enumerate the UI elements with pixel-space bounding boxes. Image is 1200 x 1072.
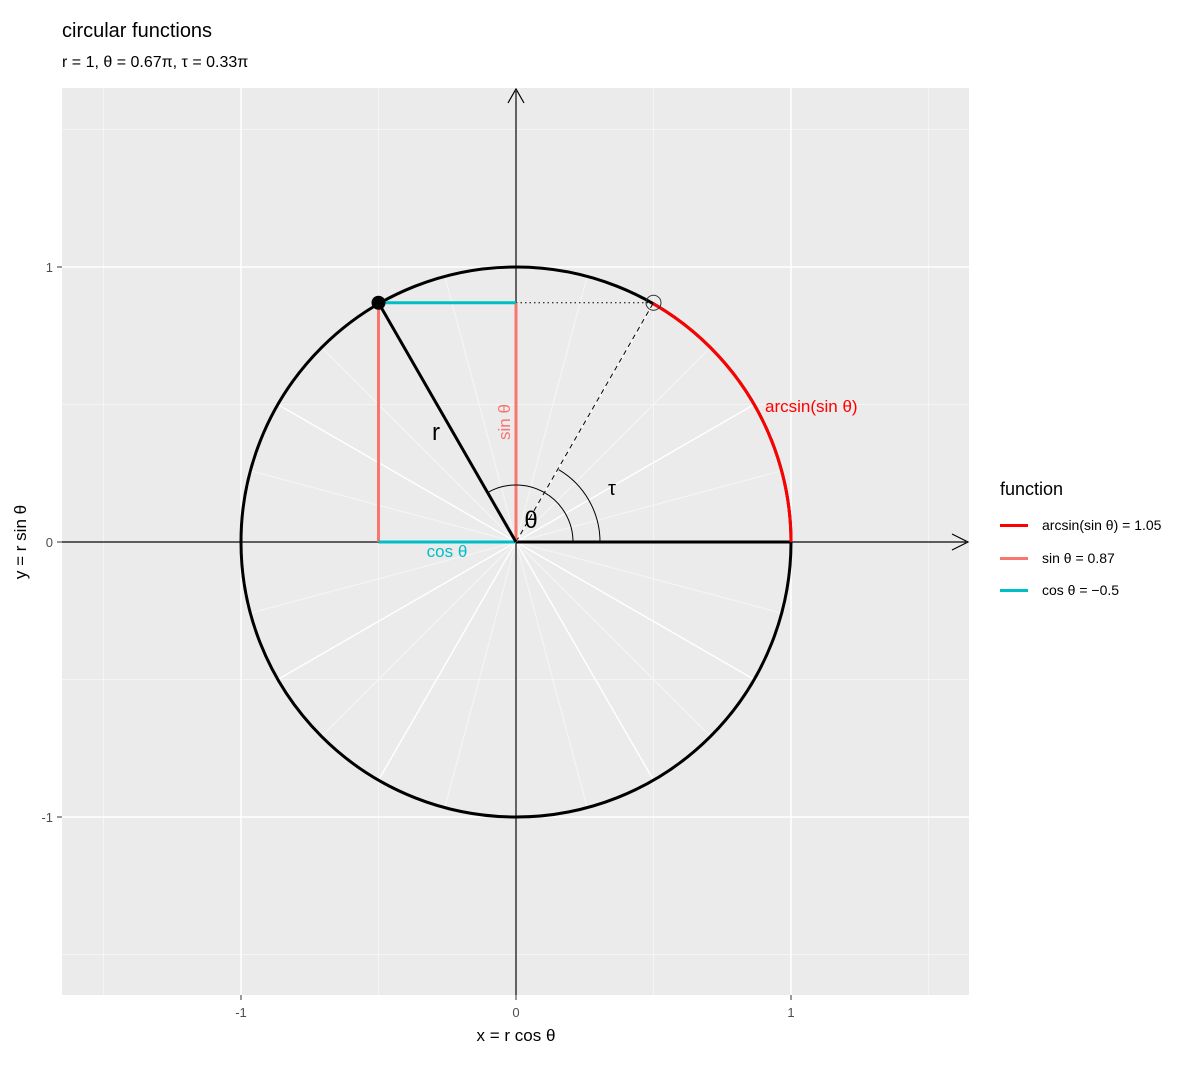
x-tick-label: -1 <box>235 1005 247 1020</box>
dashed-radius <box>515 302 654 543</box>
label-cos: cos θ <box>427 542 468 561</box>
legend-title: function <box>1000 479 1064 499</box>
radial-spoke <box>515 541 782 614</box>
radial-spoke <box>377 541 517 781</box>
radial-spoke <box>515 541 755 681</box>
radial-spoke <box>515 276 588 543</box>
label-sin: sin θ <box>495 404 514 440</box>
radial-spoke <box>515 541 588 808</box>
radial-spoke <box>444 541 517 808</box>
theta-arc <box>486 484 574 543</box>
label-r: r <box>432 419 440 446</box>
radial-spoke <box>321 347 517 543</box>
x-tick-label: 1 <box>787 1005 794 1020</box>
radial-spoke <box>444 276 517 543</box>
x-axis-arrow <box>951 533 970 551</box>
legend-swatch-arcsin <box>1000 523 1028 527</box>
label-tau: τ <box>608 478 616 500</box>
radial-spoke <box>515 541 711 737</box>
legend-item-arcsin: arcsin(sin θ) = 1.05 <box>1000 513 1161 537</box>
y-tick-label: -1 <box>41 810 53 825</box>
radial-spoke <box>250 541 517 614</box>
y-axis-arrow <box>507 87 525 104</box>
radial-spoke <box>515 347 711 543</box>
x-tick-label: 0 <box>512 1005 519 1020</box>
radius-r <box>377 302 518 543</box>
radial-spoke <box>277 403 517 543</box>
radial-spoke <box>515 541 655 781</box>
radial-spoke <box>515 470 782 543</box>
y-tick-label: 1 <box>46 260 53 275</box>
legend-label-cos: cos θ = −0.5 <box>1042 582 1120 598</box>
radial-spoke <box>321 541 517 737</box>
reflected-point <box>645 294 662 311</box>
arcsin-arc <box>652 302 793 543</box>
label-arcsin: arcsin(sin θ) <box>765 397 858 416</box>
point-theta <box>371 295 386 310</box>
legend-item-sin: sin θ = 0.87 <box>1000 546 1115 570</box>
legend-label-sin: sin θ = 0.87 <box>1042 550 1115 566</box>
legend-item-cos: cos θ = −0.5 <box>1000 578 1119 602</box>
radial-spoke <box>250 470 517 543</box>
legend-swatch-sin <box>1000 556 1028 560</box>
radial-spoke <box>277 541 517 681</box>
legend-swatch-cos <box>1000 588 1028 592</box>
y-tick-label: 0 <box>46 535 53 550</box>
chart-subtitle: r = 1, θ = 0.67π, τ = 0.33π <box>62 54 249 71</box>
chart-title: circular functions <box>62 20 213 42</box>
radial-spoke <box>515 403 755 543</box>
y-axis-title: y = r sin θ <box>11 505 30 579</box>
tau-arc <box>558 469 601 543</box>
x-axis-title: x = r cos θ <box>477 1026 556 1045</box>
legend-label-arcsin: arcsin(sin θ) = 1.05 <box>1042 517 1162 533</box>
label-theta: θ <box>524 507 537 534</box>
